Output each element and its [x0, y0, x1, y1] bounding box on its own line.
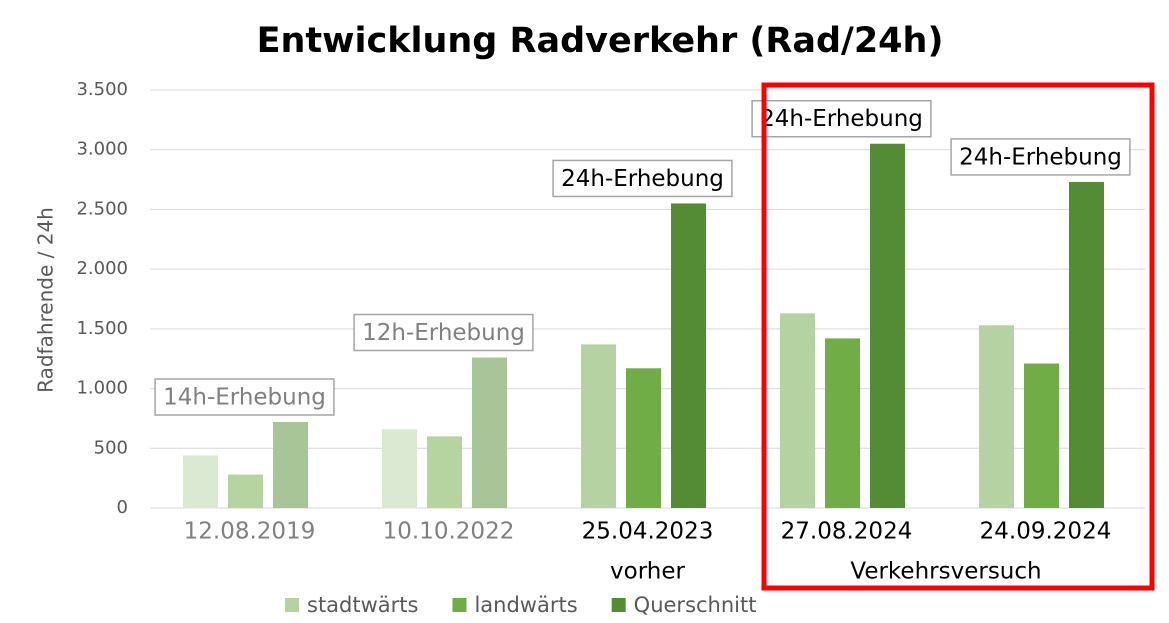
annotation-box [353, 313, 534, 352]
bar [472, 357, 507, 508]
y-tick-label: 2.000 [76, 258, 128, 279]
bar [228, 474, 263, 508]
y-tick-label: 1.500 [76, 318, 128, 339]
y-axis-title: Radfahrende / 24h [34, 207, 58, 393]
chart-title: Entwicklung Radverkehr (Rad/24h) [257, 21, 944, 61]
legend-swatch [285, 598, 299, 612]
bar [870, 143, 905, 508]
annotation-box [552, 159, 733, 198]
y-tick-label: 3.000 [76, 139, 128, 160]
highlight-box [761, 82, 1155, 591]
legend-swatch [611, 598, 626, 612]
bar [427, 436, 462, 508]
group-label: Verkehrsversuch [850, 559, 1041, 585]
bar [382, 429, 417, 508]
legend-label: Querschnitt [634, 593, 757, 617]
annotation: 24h-Erhebung [760, 106, 923, 132]
y-tick-label: 1.000 [76, 378, 128, 399]
bar [979, 325, 1014, 508]
annotation: 24h-Erhebung [959, 144, 1122, 170]
annotation-box [751, 99, 932, 138]
y-tick-label: 3.500 [76, 79, 128, 100]
annotation-box [154, 378, 335, 416]
bar [581, 344, 616, 508]
x-tick-label: 27.08.2024 [781, 519, 913, 545]
bar [183, 455, 218, 508]
legend-swatch [452, 598, 467, 612]
bar [671, 203, 706, 508]
bar [273, 422, 308, 508]
annotation-box [950, 138, 1131, 176]
y-tick-label: 0 [117, 497, 128, 518]
x-tick-label: 10.10.2022 [383, 519, 515, 545]
bar [1069, 181, 1104, 508]
x-tick-label: 25.04.2023 [582, 519, 714, 545]
x-tick-label: 24.09.2024 [980, 519, 1112, 545]
y-tick-label: 2.500 [76, 198, 128, 219]
x-tick-label: 12.08.2019 [184, 519, 316, 545]
group-label: vorher [610, 559, 685, 585]
bar [780, 313, 815, 508]
annotation: 14h-Erhebung [163, 385, 326, 411]
bar [1024, 363, 1059, 508]
annotation: 12h-Erhebung [362, 320, 525, 346]
legend-label: stadtwärts [307, 593, 418, 617]
bar [825, 338, 860, 508]
y-tick-label: 500 [94, 437, 128, 458]
bar [626, 368, 661, 508]
legend-label: landwärts [474, 593, 577, 617]
annotation: 24h-Erhebung [561, 166, 724, 192]
